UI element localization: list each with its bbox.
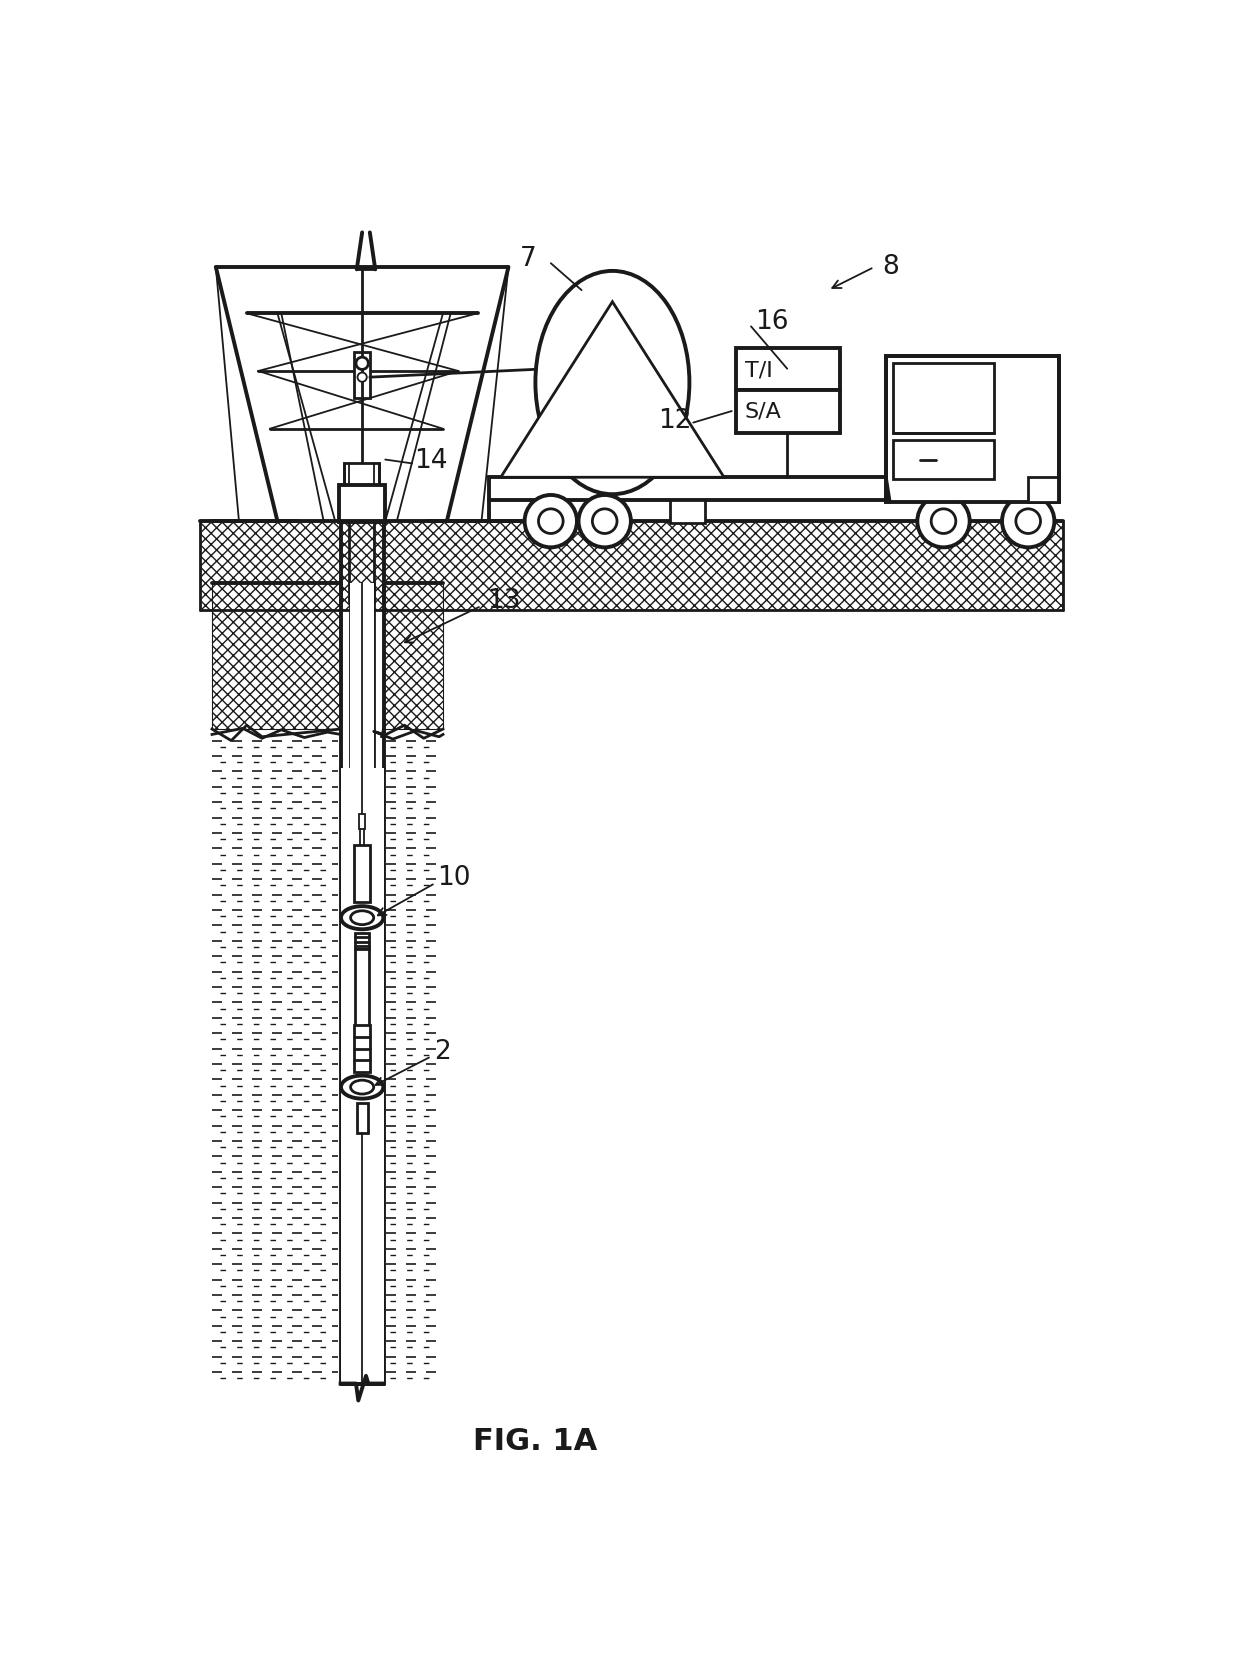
Text: 13: 13: [487, 588, 521, 615]
Text: 10: 10: [438, 865, 471, 892]
Circle shape: [1002, 496, 1054, 548]
Text: 12: 12: [658, 408, 692, 433]
Bar: [670, 501, 704, 524]
Text: 14: 14: [414, 449, 448, 474]
Bar: [894, 440, 993, 479]
Polygon shape: [201, 521, 1063, 610]
Bar: [490, 477, 1059, 501]
Bar: [355, 845, 370, 902]
Ellipse shape: [536, 270, 689, 494]
Circle shape: [356, 358, 368, 370]
Circle shape: [357, 373, 367, 381]
Text: FIG. 1A: FIG. 1A: [474, 1426, 598, 1457]
Circle shape: [599, 368, 626, 396]
Bar: [345, 464, 379, 486]
Bar: [341, 768, 383, 1384]
Text: 7: 7: [520, 247, 537, 272]
Ellipse shape: [351, 911, 373, 924]
Circle shape: [593, 509, 618, 534]
Ellipse shape: [341, 1075, 383, 1099]
Bar: [355, 1025, 370, 1072]
Ellipse shape: [351, 1080, 373, 1094]
Ellipse shape: [341, 906, 383, 929]
Text: 8: 8: [882, 254, 899, 281]
Text: T/I: T/I: [745, 361, 773, 381]
Bar: [360, 813, 366, 830]
Polygon shape: [383, 583, 443, 729]
Text: S/A: S/A: [745, 402, 781, 422]
Bar: [339, 486, 386, 522]
Ellipse shape: [596, 371, 620, 395]
Bar: [355, 949, 370, 1025]
Polygon shape: [501, 302, 724, 477]
Text: 2: 2: [434, 1038, 450, 1065]
Circle shape: [1016, 509, 1040, 534]
Bar: [357, 1102, 367, 1134]
Polygon shape: [355, 351, 370, 398]
Bar: [1028, 477, 1059, 502]
Bar: [735, 390, 839, 432]
Circle shape: [538, 509, 563, 534]
Circle shape: [525, 496, 577, 548]
Circle shape: [918, 496, 970, 548]
Circle shape: [579, 496, 631, 548]
Ellipse shape: [575, 333, 649, 432]
Circle shape: [931, 509, 956, 534]
Bar: [735, 348, 839, 390]
Polygon shape: [212, 583, 341, 729]
Bar: [355, 932, 370, 949]
Bar: [894, 363, 993, 432]
Text: 16: 16: [755, 309, 789, 336]
Bar: [350, 583, 374, 768]
Polygon shape: [885, 356, 1059, 502]
